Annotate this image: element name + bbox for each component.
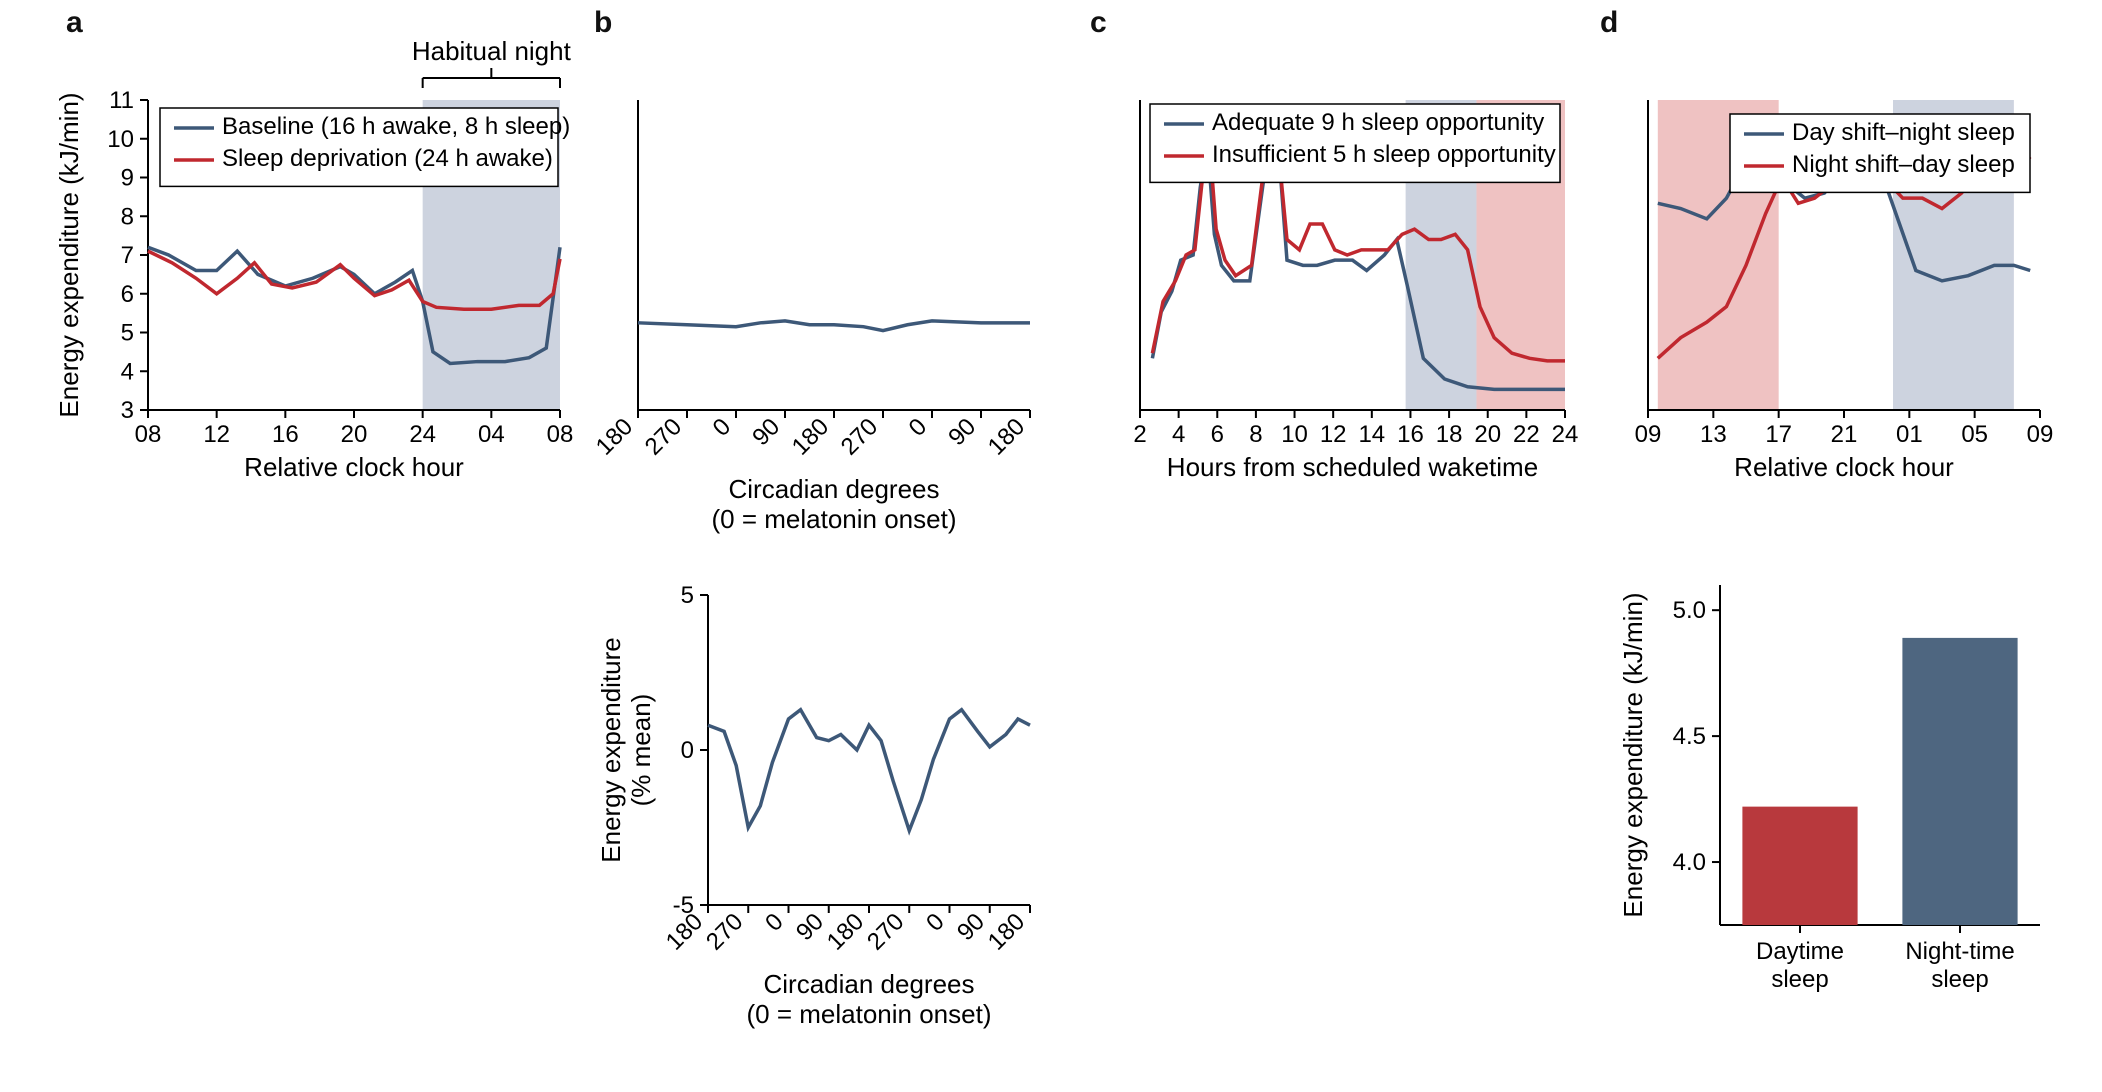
svg-text:Hours from scheduled waketime: Hours from scheduled waketime: [1167, 452, 1538, 482]
svg-text:(% mean): (% mean): [626, 694, 656, 807]
svg-text:Energy expenditure (kJ/min): Energy expenditure (kJ/min): [54, 92, 84, 417]
svg-text:Night shift–day sleep: Night shift–day sleep: [1792, 151, 2015, 178]
svg-text:22: 22: [1513, 421, 1540, 448]
panel-b-top-chart: 180270090180270090180Circadian degrees(0…: [590, 30, 1060, 530]
svg-text:10: 10: [1281, 421, 1308, 448]
svg-text:21: 21: [1831, 421, 1858, 448]
panel-a-chart: Habitual night34567891011Energy expendit…: [60, 30, 572, 500]
svg-text:(0 = melatonin onset): (0 = melatonin onset): [747, 999, 992, 1029]
svg-text:Insufficient 5 h sleep opportu: Insufficient 5 h sleep opportunity: [1212, 141, 1556, 168]
svg-text:08: 08: [135, 421, 162, 448]
svg-text:Day shift–night sleep: Day shift–night sleep: [1792, 119, 2015, 146]
svg-text:09: 09: [1635, 421, 1662, 448]
svg-text:Sleep deprivation (24 h awake): Sleep deprivation (24 h awake): [222, 145, 553, 172]
panel-d-top-chart: 09 13 17 21 01 05 09 Relative clock hour Day shi…: [1600, 30, 2070, 500]
svg-text:14: 14: [1358, 421, 1385, 448]
svg-text:9: 9: [121, 165, 134, 192]
svg-text:24: 24: [409, 421, 436, 448]
svg-text:01: 01: [1896, 421, 1923, 448]
svg-text:12: 12: [1320, 421, 1347, 448]
svg-text:Night-time: Night-time: [1905, 938, 2014, 965]
svg-text:90: 90: [747, 413, 785, 451]
svg-text:17: 17: [1765, 421, 1792, 448]
svg-text:5.0: 5.0: [1673, 597, 1706, 624]
svg-text:2: 2: [1133, 421, 1146, 448]
svg-text:Adequate 9 h sleep opportunity: Adequate 9 h sleep opportunity: [1212, 109, 1544, 136]
svg-text:08: 08: [547, 421, 574, 448]
svg-text:270: 270: [836, 413, 883, 460]
svg-text:18: 18: [1436, 421, 1463, 448]
svg-text:180: 180: [787, 413, 834, 460]
svg-text:4.5: 4.5: [1673, 723, 1706, 750]
svg-text:sleep: sleep: [1931, 966, 1988, 993]
svg-text:8: 8: [1249, 421, 1262, 448]
svg-text:13: 13: [1700, 421, 1727, 448]
svg-text:11: 11: [109, 87, 134, 114]
svg-text:Energy expenditure: Energy expenditure: [596, 637, 626, 862]
svg-text:180: 180: [983, 908, 1030, 955]
svg-text:0: 0: [681, 737, 694, 764]
svg-text:Daytime: Daytime: [1756, 938, 1844, 965]
svg-text:6: 6: [121, 281, 134, 308]
panel-b-bottom-chart: -505Energy expenditure(% mean)1802700901…: [590, 555, 1060, 1075]
svg-text:0: 0: [708, 413, 737, 442]
svg-text:16: 16: [272, 421, 299, 448]
svg-text:20: 20: [1474, 421, 1501, 448]
svg-text:180: 180: [591, 413, 638, 460]
svg-text:90: 90: [943, 413, 981, 451]
panel-c-chart: 24681012141618202224Hours from scheduled…: [1085, 30, 1585, 500]
svg-text:180: 180: [661, 908, 708, 955]
svg-text:10: 10: [107, 126, 134, 153]
panel-d-bottom-chart: 4.0 4.5 5.0 Energy expenditure (kJ/min) Dayt…: [1600, 555, 2070, 1055]
svg-text:4: 4: [121, 358, 134, 385]
svg-text:16: 16: [1397, 421, 1424, 448]
svg-text:0: 0: [904, 413, 933, 442]
svg-text:90: 90: [791, 908, 829, 946]
svg-text:90: 90: [952, 908, 990, 946]
svg-text:3: 3: [121, 397, 134, 424]
svg-text:270: 270: [862, 908, 909, 955]
svg-text:Habitual night: Habitual night: [412, 36, 572, 66]
svg-text:6: 6: [1211, 421, 1224, 448]
svg-text:Circadian degrees: Circadian degrees: [728, 474, 939, 504]
svg-text:09: 09: [2027, 421, 2054, 448]
svg-text:Circadian degrees: Circadian degrees: [763, 969, 974, 999]
svg-text:180: 180: [983, 413, 1030, 460]
svg-text:Baseline (16 h awake, 8 h slee: Baseline (16 h awake, 8 h sleep): [222, 113, 570, 140]
svg-text:5: 5: [681, 582, 694, 609]
svg-text:8: 8: [121, 203, 134, 230]
svg-text:04: 04: [478, 421, 505, 448]
svg-text:0: 0: [921, 908, 950, 937]
svg-text:Relative clock hour: Relative clock hour: [244, 452, 464, 482]
svg-text:270: 270: [701, 908, 748, 955]
svg-text:5: 5: [121, 320, 134, 347]
svg-text:05: 05: [1961, 421, 1988, 448]
svg-text:270: 270: [640, 413, 687, 460]
svg-text:Relative clock hour: Relative clock hour: [1734, 452, 1954, 482]
svg-text:0: 0: [760, 908, 789, 937]
svg-text:20: 20: [341, 421, 368, 448]
svg-text:(0 = melatonin onset): (0 = melatonin onset): [712, 504, 957, 534]
svg-text:7: 7: [121, 242, 134, 269]
figure-root: a b c d Habitual night34567891011Energy …: [0, 0, 2102, 1092]
svg-text:4.0: 4.0: [1673, 849, 1706, 876]
svg-text:12: 12: [203, 421, 230, 448]
svg-text:4: 4: [1172, 421, 1185, 448]
svg-text:180: 180: [822, 908, 869, 955]
svg-text:Energy expenditure (kJ/min): Energy expenditure (kJ/min): [1618, 592, 1648, 917]
svg-text:24: 24: [1552, 421, 1579, 448]
svg-text:sleep: sleep: [1771, 966, 1828, 993]
